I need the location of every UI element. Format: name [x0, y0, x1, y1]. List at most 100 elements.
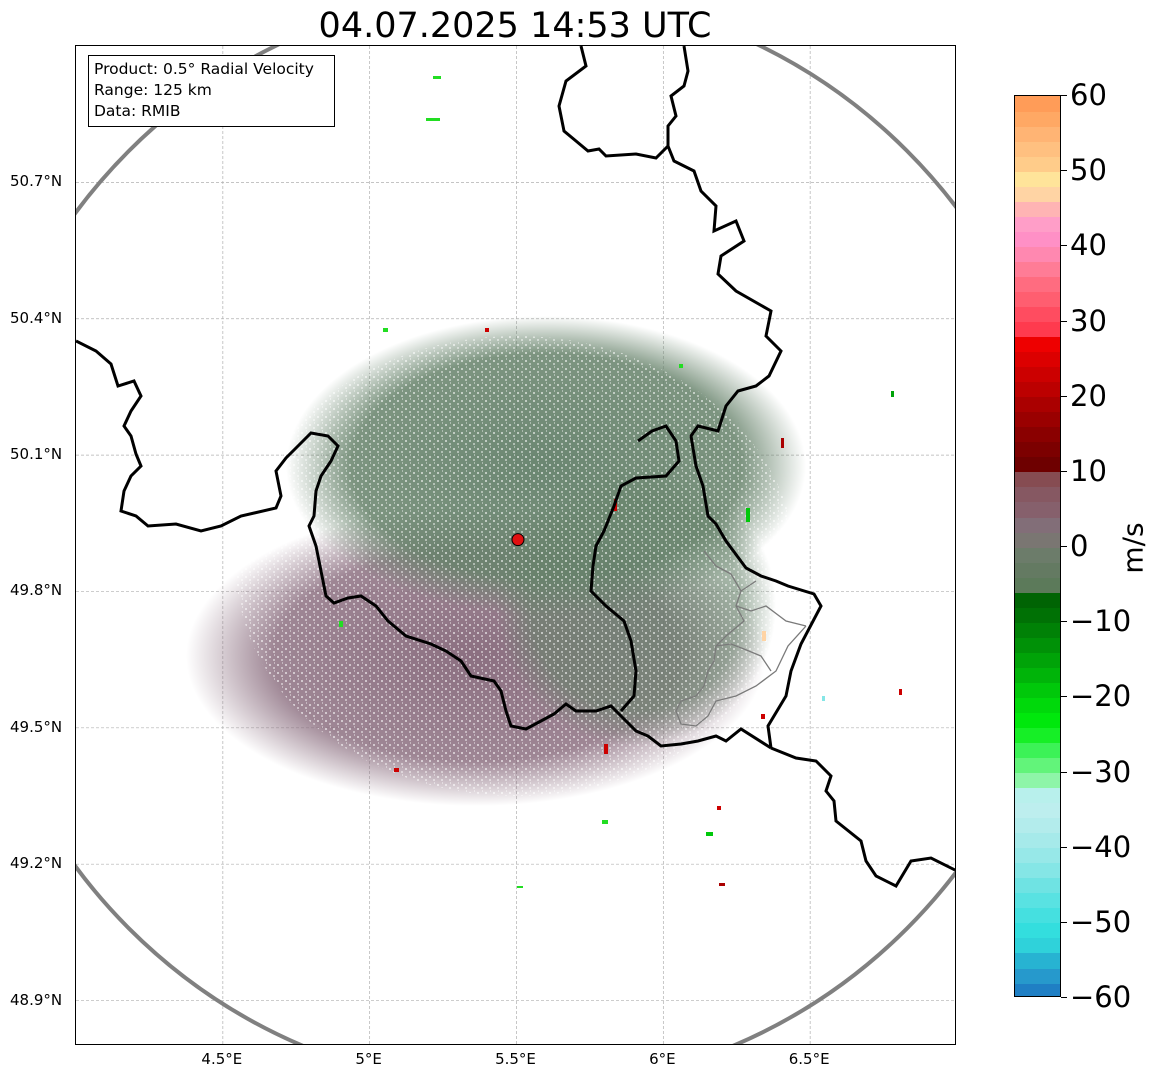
colorbar-segment [1015, 637, 1060, 653]
echo-speck [762, 631, 766, 641]
radar-site-marker [511, 533, 525, 547]
colorbar-segment [1015, 907, 1060, 924]
colorbar-segment [1015, 757, 1060, 774]
colorbar-segment [1015, 291, 1060, 308]
colorbar-segment [1015, 982, 1060, 996]
colorbar-segment [1015, 171, 1060, 187]
colorbar-segment [1015, 276, 1060, 293]
echo-speck [433, 76, 441, 79]
colorbar-segment [1015, 577, 1060, 593]
product-label: Product: 0.5° Radial Velocity [94, 60, 314, 78]
echo-speck [706, 832, 713, 836]
colorbar-segment [1015, 742, 1060, 759]
colorbar-tick [1061, 846, 1067, 848]
colorbar-segment [1015, 96, 1060, 112]
colorbar-segment [1015, 772, 1060, 789]
colorbar-tick [1061, 395, 1067, 397]
colorbar-tick-label: −50 [1070, 904, 1132, 939]
colorbar-tick-label: 10 [1070, 453, 1107, 488]
colorbar-segment [1015, 246, 1060, 262]
colorbar-segment [1015, 216, 1060, 232]
lon-tick-label: 5.5°E [495, 1050, 536, 1068]
colorbar-segment [1015, 156, 1060, 172]
colorbar-segment [1015, 141, 1060, 157]
colorbar-segment [1015, 426, 1060, 443]
colorbar-segment [1015, 396, 1060, 413]
province-lines [675, 550, 807, 727]
echo-speck [717, 806, 721, 810]
colorbar-segment [1015, 471, 1060, 488]
echo-speck [394, 768, 399, 772]
colorbar-segment [1015, 817, 1060, 834]
colorbar-tick-label: 30 [1070, 303, 1107, 338]
colorbar-tick-label: 50 [1070, 153, 1107, 188]
colorbar-segment [1015, 321, 1060, 338]
radar-map-canvas [76, 46, 955, 1044]
country-borders [76, 46, 955, 888]
colorbar-segment [1015, 261, 1060, 277]
colorbar-tick [1061, 170, 1067, 172]
colorbar-segment [1015, 486, 1060, 503]
colorbar-tick [1061, 95, 1067, 96]
colorbar-tick [1061, 771, 1067, 773]
echo-speck [679, 364, 683, 368]
colorbar-segment [1015, 562, 1060, 578]
colorbar-segment [1015, 366, 1060, 383]
range-label: Range: 125 km [94, 81, 212, 99]
echo-speck [822, 696, 825, 701]
colorbar-segment [1015, 862, 1060, 879]
lat-tick-label: 49.5°N [10, 717, 63, 736]
lat-tick-label: 48.9°N [10, 990, 63, 1009]
colorbar-segment [1015, 516, 1060, 533]
colorbar-segment [1015, 336, 1060, 353]
colorbar-segment [1015, 201, 1060, 217]
radar-map[interactable] [75, 45, 956, 1045]
lon-tick-label: 6.5°E [788, 1050, 830, 1068]
colorbar-segment [1015, 892, 1060, 909]
colorbar-unit-label: m/s [1116, 522, 1150, 574]
lat-tick-label: 50.7°N [10, 172, 63, 191]
colorbar-segment [1015, 727, 1060, 744]
echo-speck [485, 328, 489, 332]
colorbar-segment [1015, 877, 1060, 894]
velocity-colorbar [1014, 95, 1061, 997]
colorbar-segment [1015, 952, 1060, 969]
colorbar-segment [1015, 607, 1060, 623]
echo-speck [383, 328, 388, 332]
radar-echoes [186, 76, 902, 888]
colorbar-segment [1015, 351, 1060, 368]
echo-speck [517, 886, 523, 888]
colorbar-segment [1015, 126, 1060, 142]
colorbar-segment [1015, 411, 1060, 428]
colorbar-tick-label: −40 [1070, 829, 1132, 864]
colorbar-segment [1015, 682, 1060, 698]
colorbar-segment [1015, 531, 1060, 548]
colorbar-tick-label: 60 [1070, 78, 1107, 112]
lat-tick-label: 50.4°N [10, 308, 63, 327]
border-line-west [76, 339, 772, 750]
colorbar-segment [1015, 306, 1060, 323]
colorbar-segment [1015, 592, 1060, 608]
colorbar-tick [1061, 997, 1067, 998]
colorbar-tick-label: −20 [1070, 679, 1132, 714]
lon-tick-label: 6°E [649, 1050, 676, 1068]
colorbar-segment [1015, 381, 1060, 398]
product-info-box: Product: 0.5° Radial Velocity Range: 125… [88, 55, 335, 127]
lat-tick-label: 49.2°N [10, 854, 63, 873]
echo-speck [719, 883, 725, 886]
data-source-label: Data: RMIB [94, 102, 181, 120]
echo-texture [236, 336, 796, 796]
echo-speck [602, 820, 608, 824]
echo-speck [426, 118, 440, 121]
colorbar-segment [1015, 456, 1060, 473]
colorbar-segment [1015, 186, 1060, 202]
echo-speck [781, 438, 784, 448]
colorbar-tick [1061, 470, 1067, 472]
colorbar-segment [1015, 847, 1060, 864]
colorbar-segment [1015, 667, 1060, 683]
colorbar-segment [1015, 802, 1060, 819]
echo-speck [761, 714, 765, 719]
colorbar-tick [1061, 546, 1067, 547]
colorbar-tick-label: 40 [1070, 228, 1107, 263]
colorbar-segment [1015, 547, 1060, 563]
